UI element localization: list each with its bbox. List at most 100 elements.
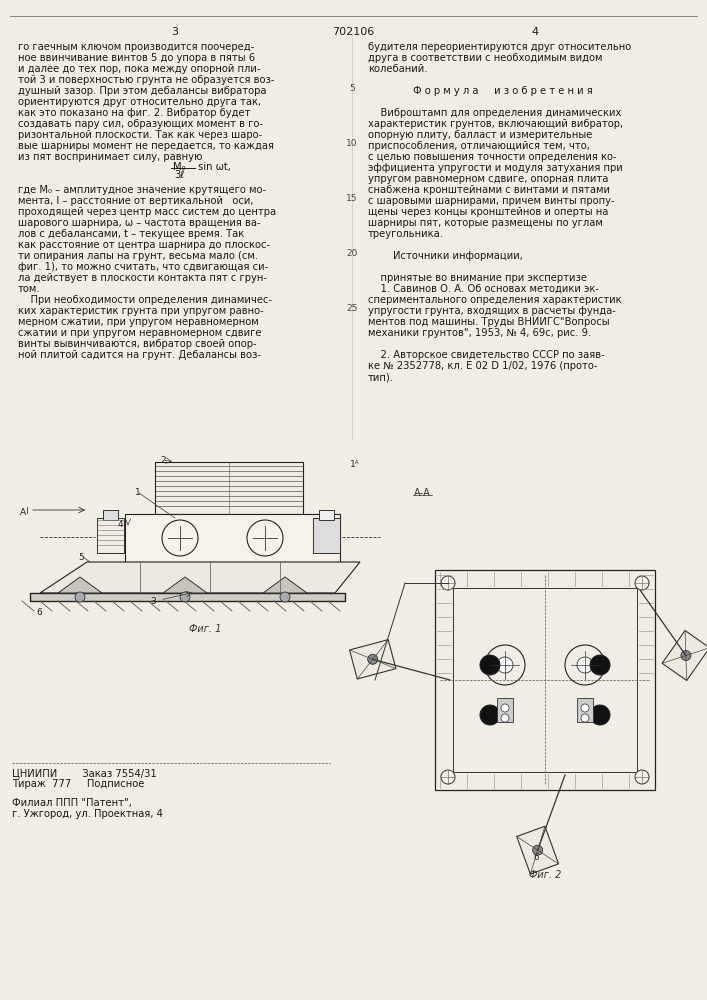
Polygon shape [263, 577, 307, 593]
Text: Тираж  777     Подписное: Тираж 777 Подписное [12, 779, 144, 789]
Text: 4: 4 [532, 27, 539, 37]
Text: А: А [20, 508, 26, 517]
Text: щены через концы кронштейнов и оперты на: щены через концы кронштейнов и оперты на [368, 207, 609, 217]
Circle shape [581, 704, 589, 712]
Text: го гаечным ключом производится поочеред-: го гаечным ключом производится поочеред- [18, 42, 255, 52]
Text: как расстояние от центра шарнира до плоскос-: как расстояние от центра шарнира до плос… [18, 240, 270, 250]
Text: сжатии и при упругом неравномерном сдвиге: сжатии и при упругом неравномерном сдвиг… [18, 328, 262, 338]
Text: будителя переориентируются друг относительно: будителя переориентируются друг относите… [368, 42, 631, 52]
Text: из пят воспринимает силу, равную: из пят воспринимает силу, равную [18, 152, 202, 162]
Bar [97, 518, 124, 553]
Circle shape [532, 845, 543, 855]
Text: 10: 10 [346, 139, 358, 148]
Text: А-А: А-А [414, 488, 431, 498]
Circle shape [590, 655, 610, 675]
Text: снабжена кронштейнами с винтами и пятами: снабжена кронштейнами с винтами и пятами [368, 185, 610, 195]
Text: и далее до тех пор, пока между опорной пли-: и далее до тех пор, пока между опорной п… [18, 64, 260, 74]
Text: фиг. 1), то можно считать, что сдвигающая си-: фиг. 1), то можно считать, что сдвигающа… [18, 262, 268, 272]
Text: 1ᴬ: 1ᴬ [350, 460, 360, 469]
Circle shape [441, 770, 455, 784]
Circle shape [635, 770, 649, 784]
Text: где M₀ – амплитудное значение крутящего мо-: где M₀ – амплитудное значение крутящего … [18, 185, 266, 195]
Text: Источники информации,: Источники информации, [368, 251, 523, 261]
Text: лов с дебалансами, t – текущее время. Так: лов с дебалансами, t – текущее время. Та… [18, 229, 244, 239]
Bar [103, 510, 118, 520]
Text: мента, l – расстояние от вертикальной   оси,: мента, l – расстояние от вертикальной ос… [18, 196, 254, 206]
Bar [435, 570, 655, 790]
Text: Виброштамп для определения динамических: Виброштамп для определения динамических [368, 108, 621, 118]
Bar [125, 514, 340, 562]
Text: 5: 5 [78, 553, 83, 562]
Text: ной плитой садится на грунт. Дебалансы воз-: ной плитой садится на грунт. Дебалансы в… [18, 350, 261, 360]
Text: ти опирания лапы на грунт, весьма мало (см.: ти опирания лапы на грунт, весьма мало (… [18, 251, 258, 261]
Polygon shape [58, 577, 102, 593]
Text: Фиг. 2: Фиг. 2 [529, 870, 561, 880]
Circle shape [501, 714, 509, 722]
Text: упругости грунта, входящих в расчеты фунда-: упругости грунта, входящих в расчеты фун… [368, 306, 616, 316]
Text: эффициента упругости и модуля затухания при: эффициента упругости и модуля затухания … [368, 163, 623, 173]
Polygon shape [40, 562, 360, 593]
Text: той 3 и поверхностью грунта не образуется воз-: той 3 и поверхностью грунта не образуетс… [18, 75, 274, 85]
Text: 2. Авторское свидетельство СССР по заяв-: 2. Авторское свидетельство СССР по заяв- [368, 350, 604, 360]
Text: ментов под машины. Труды ВНИИГС"Вопросы: ментов под машины. Труды ВНИИГС"Вопросы [368, 317, 609, 327]
Text: мерном сжатии, при упругом неравномерном: мерном сжатии, при упругом неравномерном [18, 317, 259, 327]
Polygon shape [517, 826, 559, 874]
Text: с целью повышения точности определения ко-: с целью повышения точности определения к… [368, 152, 617, 162]
Text: друга в соответствии с необходимым видом: друга в соответствии с необходимым видом [368, 53, 602, 63]
Text: г. Ужгород, ул. Проектная, 4: г. Ужгород, ул. Проектная, 4 [12, 809, 163, 819]
Text: 15: 15 [346, 194, 358, 203]
Bar [497, 698, 513, 722]
Circle shape [590, 705, 610, 725]
Text: тип).: тип). [368, 372, 394, 382]
Text: том.: том. [18, 284, 40, 294]
Bar [453, 588, 637, 772]
Text: проходящей через центр масс систем до центра: проходящей через центр масс систем до це… [18, 207, 276, 217]
Text: При необходимости определения динамичес-: При необходимости определения динамичес- [18, 295, 272, 305]
Text: 1: 1 [135, 488, 141, 497]
Text: 2: 2 [160, 456, 165, 465]
Circle shape [635, 576, 649, 590]
Circle shape [581, 714, 589, 722]
Circle shape [75, 592, 85, 602]
Text: 6: 6 [36, 608, 42, 617]
Bar [319, 510, 334, 520]
Text: колебаний.: колебаний. [368, 64, 428, 74]
Text: механики грунтов", 1953, № 4, 69с, рис. 9.: механики грунтов", 1953, № 4, 69с, рис. … [368, 328, 591, 338]
Text: ке № 2352778, кл. Е 02 D 1/02, 1976 (прото-: ке № 2352778, кл. Е 02 D 1/02, 1976 (про… [368, 361, 597, 371]
Text: 3ℓ: 3ℓ [174, 170, 185, 180]
Circle shape [577, 657, 593, 673]
Text: sin ωt,: sin ωt, [198, 162, 231, 172]
Text: 4: 4 [118, 520, 124, 529]
Bar [30, 593, 345, 601]
Text: Ф о р м у л а     и з о б р е т е н и я: Ф о р м у л а и з о б р е т е н и я [413, 86, 592, 96]
Text: ла действует в плоскости контакта пят с грун-: ла действует в плоскости контакта пят с … [18, 273, 267, 283]
Text: 3: 3 [172, 27, 178, 37]
Text: принятые во внимание при экспертизе: принятые во внимание при экспертизе [368, 273, 587, 283]
Text: ориентируются друг относительно друга так,: ориентируются друг относительно друга та… [18, 97, 261, 107]
Polygon shape [349, 640, 396, 679]
Text: шарниры пят, которые размещены по углам: шарниры пят, которые размещены по углам [368, 218, 603, 228]
Text: 25: 25 [346, 304, 358, 313]
Text: 20: 20 [346, 249, 358, 258]
Circle shape [280, 592, 290, 602]
Text: Фиг. 1: Фиг. 1 [189, 624, 221, 634]
Polygon shape [662, 631, 707, 681]
Text: душный зазор. При этом дебалансы вибратора: душный зазор. При этом дебалансы вибрато… [18, 86, 267, 96]
Text: упругом равномерном сдвиге, опорная плита: упругом равномерном сдвиге, опорная плит… [368, 174, 609, 184]
Text: ризонтальной плоскости. Так как через шаро-: ризонтальной плоскости. Так как через ша… [18, 130, 262, 140]
Circle shape [501, 704, 509, 712]
Text: треугольника.: треугольника. [368, 229, 444, 239]
Text: 3: 3 [150, 597, 156, 606]
Circle shape [497, 657, 513, 673]
Circle shape [368, 654, 378, 664]
Circle shape [441, 576, 455, 590]
Circle shape [480, 705, 500, 725]
Text: ЦНИИПИ        Заказ 7554/31: ЦНИИПИ Заказ 7554/31 [12, 768, 157, 778]
Circle shape [480, 655, 500, 675]
Text: с шаровыми шарнирами, причем винты пропу-: с шаровыми шарнирами, причем винты пропу… [368, 196, 614, 206]
Text: характеристик грунтов, включающий вибратор,: характеристик грунтов, включающий вибрат… [368, 119, 623, 129]
Text: 5: 5 [349, 84, 355, 93]
Text: приспособления, отличающийся тем, что,: приспособления, отличающийся тем, что, [368, 141, 590, 151]
Text: ких характеристик грунта при упругом равно-: ких характеристик грунта при упругом рав… [18, 306, 264, 316]
Text: создавать пару сил, образующих момент в го-: создавать пару сил, образующих момент в … [18, 119, 263, 129]
